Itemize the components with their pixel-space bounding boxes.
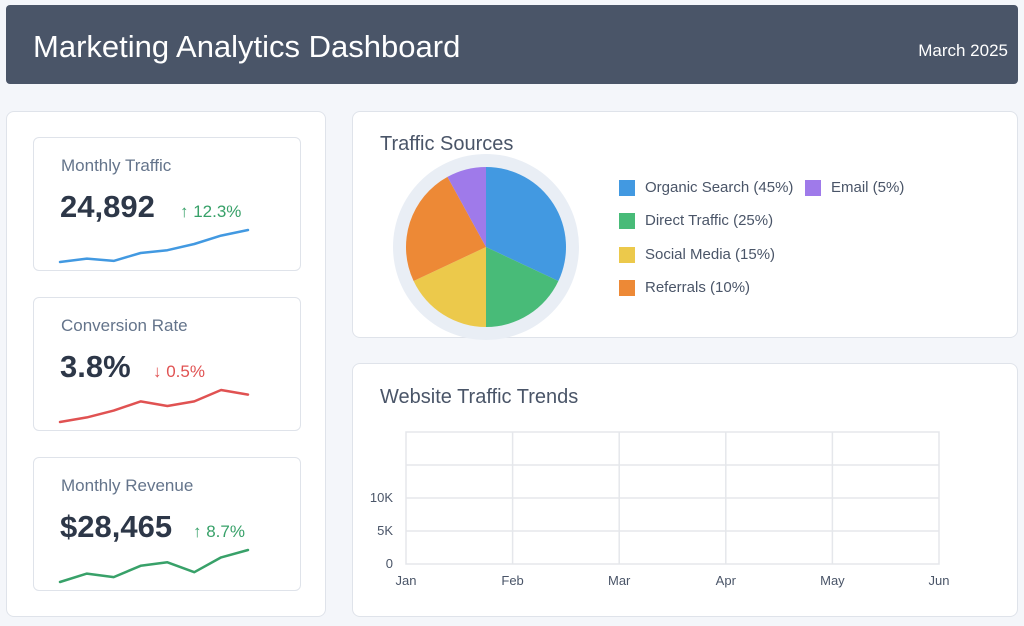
traffic-trends-title: Website Traffic Trends: [380, 386, 579, 408]
pie-slice-social-media[interactable]: [413, 247, 486, 327]
metric-title: Conversion Rate: [61, 316, 188, 335]
legend-swatch: [619, 212, 635, 229]
x-tick-label: May: [820, 573, 845, 588]
metric-change: ↑ 8.7%: [193, 522, 245, 541]
sparkline-path: [58, 388, 250, 424]
traffic-sources-title: Traffic Sources: [380, 133, 514, 155]
metric-value: 24,892: [60, 189, 155, 224]
traffic-trends-panel: 0 5K 10K Jan Feb Mar Apr May Jun Website Traffic…: [352, 363, 1018, 617]
legend-swatch: [619, 246, 635, 263]
x-tick-label: Jun: [929, 573, 950, 588]
legend-label: Referrals (10%): [645, 279, 751, 296]
legend-swatch: [805, 179, 821, 196]
legend-item-email[interactable]: Email (5%): [805, 179, 904, 196]
legend-label: Email (5%): [831, 179, 905, 196]
x-tick-label: Feb: [501, 573, 523, 588]
legend-label: Organic Search (45%): [645, 179, 794, 196]
metrics-panel: Monthly Traffic 24,892 ↑ 12.3% Conversio…: [6, 111, 326, 617]
metric-change: ↑ 12.3%: [180, 202, 242, 221]
traffic-sources-pie-chart: [393, 154, 579, 340]
pie-slice-referrals[interactable]: [405, 176, 486, 282]
page-title: Marketing Analytics Dashboard: [33, 29, 461, 64]
dashboard-header: Marketing Analytics Dashboard March 2025: [6, 5, 1018, 84]
y-tick-label: 10K: [370, 490, 393, 505]
pie-slice-email[interactable]: [447, 167, 486, 247]
metric-title: Monthly Traffic: [61, 156, 172, 175]
x-tick-label: Jan: [396, 573, 417, 588]
metric-change: ↓ 0.5%: [153, 362, 205, 381]
traffic-trends-chart: 0 5K 10K Jan Feb Mar Apr May Jun: [370, 431, 950, 588]
conversion-sparkline: [58, 388, 250, 424]
traffic-sources-panel: Traffic Sources Organic Search (45%) Ema…: [352, 111, 1018, 340]
legend-item-direct-traffic[interactable]: Direct Traffic (25%): [619, 212, 773, 229]
metric-title: Monthly Revenue: [61, 476, 194, 495]
sparkline-path: [58, 228, 250, 264]
legend-label: Direct Traffic (25%): [645, 212, 774, 229]
metric-card-revenue[interactable]: Monthly Revenue $28,465 ↑ 8.7%: [33, 457, 301, 591]
legend-item-organic-search[interactable]: Organic Search (45%): [619, 179, 793, 196]
sparkline-path: [58, 548, 250, 584]
revenue-sparkline: [58, 548, 250, 584]
y-tick-label: 0: [386, 556, 393, 571]
metric-card-conversion[interactable]: Conversion Rate 3.8% ↓ 0.5%: [33, 297, 301, 431]
legend-item-referrals[interactable]: Referrals (10%): [619, 279, 750, 296]
metric-value: 3.8%: [60, 349, 131, 384]
report-date: March 2025: [918, 41, 1008, 60]
metric-value: $28,465: [60, 509, 173, 544]
legend-swatch: [619, 179, 635, 196]
metric-card-traffic[interactable]: Monthly Traffic 24,892 ↑ 12.3%: [33, 137, 301, 271]
pie-slice-direct-traffic[interactable]: [486, 247, 559, 327]
y-tick-label: 5K: [377, 523, 393, 538]
traffic-sparkline: [58, 228, 250, 264]
x-tick-label: Mar: [608, 573, 631, 588]
pie-slice-organic-search[interactable]: [486, 167, 567, 282]
legend-swatch: [619, 279, 635, 296]
legend-label: Social Media (15%): [645, 246, 776, 263]
x-tick-label: Apr: [716, 573, 737, 588]
legend-item-social-media[interactable]: Social Media (15%): [619, 246, 775, 263]
